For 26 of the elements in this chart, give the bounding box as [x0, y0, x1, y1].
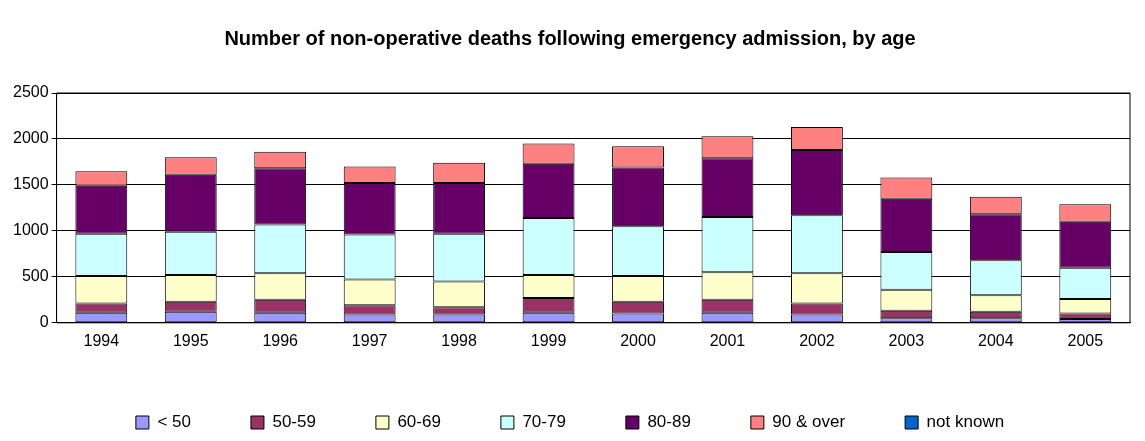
legend-label: 50-59: [272, 412, 316, 432]
x-tick-label: 1997: [351, 331, 388, 349]
y-tick-label: 1500: [13, 175, 49, 193]
legend-label: 90 & over: [772, 412, 846, 432]
y-tick-label: 1000: [13, 221, 49, 239]
y-tick-label: 0: [39, 313, 49, 331]
x-tick-label: 2001: [709, 331, 746, 349]
x-tick-label: 1999: [530, 331, 567, 349]
x-tick-label: 1994: [83, 331, 120, 349]
y-tick-label: 2000: [13, 129, 49, 147]
x-tick-label: 1996: [262, 331, 299, 349]
x-tick-label: 2000: [620, 331, 656, 349]
x-tick-label: 2002: [799, 331, 835, 349]
x-tick-label: 1998: [441, 331, 478, 349]
x-tick-label: 2003: [888, 331, 925, 349]
x-tick-label: 2005: [1067, 331, 1104, 349]
legend-label: < 50: [157, 412, 191, 432]
legend-label: 80-89: [647, 412, 691, 432]
legend-label: 70-79: [522, 412, 566, 432]
y-tick-label: 2500: [13, 83, 49, 101]
legend-label: not known: [926, 412, 1005, 432]
y-tick-label: 500: [21, 267, 49, 285]
legend-label: 60-69: [397, 412, 441, 432]
chart-title: Number of non-operative deaths following emergency admission, by age: [224, 26, 916, 49]
x-tick-label: 2004: [978, 331, 1014, 349]
x-tick-label: 1995: [172, 331, 209, 349]
